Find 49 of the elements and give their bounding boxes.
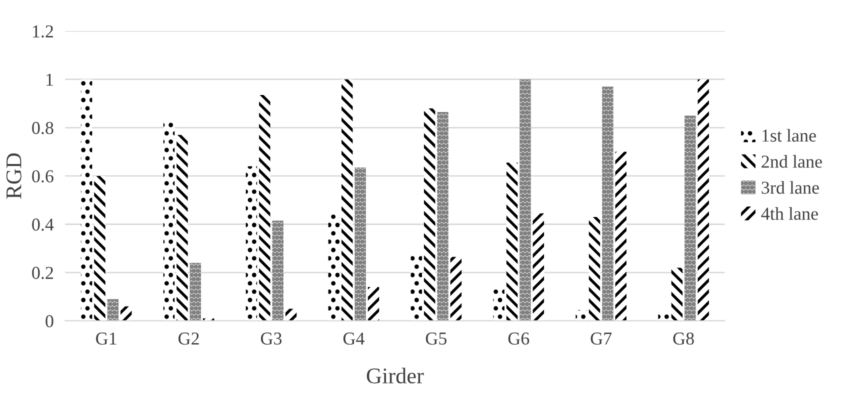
legend-label: 3rd lane bbox=[762, 181, 819, 194]
bar bbox=[80, 79, 92, 321]
legend-label: 1st lane bbox=[762, 129, 816, 142]
y-tick-label: 0.6 bbox=[32, 170, 54, 182]
y-axis-title: RGD bbox=[6, 153, 22, 199]
bar bbox=[671, 268, 683, 321]
bar bbox=[107, 299, 119, 321]
y-tick-label: 1.2 bbox=[33, 25, 53, 38]
x-tick-label: G6 bbox=[508, 332, 530, 345]
bar bbox=[576, 310, 587, 321]
legend-label: 2nd lane bbox=[762, 155, 822, 168]
bar bbox=[615, 152, 626, 321]
x-tick-label: G8 bbox=[673, 332, 694, 345]
y-tick-label: 0.4 bbox=[32, 218, 54, 231]
x-tick-label: G5 bbox=[426, 332, 446, 345]
bar bbox=[246, 166, 258, 321]
bar bbox=[684, 116, 696, 321]
bar bbox=[602, 86, 614, 321]
x-tick-label: G2 bbox=[178, 332, 199, 345]
bar bbox=[285, 308, 297, 321]
y-tick-label: 0 bbox=[46, 315, 54, 328]
bar bbox=[176, 134, 188, 321]
bar bbox=[450, 256, 462, 321]
x-axis-title: Girder bbox=[366, 368, 424, 384]
bar bbox=[437, 112, 448, 321]
bar bbox=[272, 220, 284, 321]
x-tick-label: G3 bbox=[260, 332, 282, 345]
bar bbox=[328, 214, 340, 321]
bar bbox=[120, 306, 132, 321]
x-tick-label: G7 bbox=[590, 332, 612, 345]
y-tick-label: 1 bbox=[46, 74, 53, 86]
x-tick-label: G4 bbox=[343, 332, 364, 345]
bar bbox=[532, 213, 544, 321]
bar bbox=[698, 79, 709, 321]
bar bbox=[410, 256, 422, 321]
bar bbox=[520, 79, 531, 321]
legend-label: 4th lane bbox=[761, 207, 818, 220]
x-tick-label: G1 bbox=[96, 332, 116, 345]
bar bbox=[588, 217, 600, 321]
bar bbox=[259, 95, 270, 321]
bar bbox=[506, 162, 518, 321]
bar bbox=[94, 176, 106, 321]
y-tick-label: 0.8 bbox=[32, 122, 54, 134]
bar bbox=[342, 79, 353, 321]
y-tick-label: 0.2 bbox=[32, 266, 53, 280]
bar bbox=[424, 108, 436, 321]
bar bbox=[368, 287, 380, 321]
bar bbox=[190, 262, 201, 321]
bar bbox=[354, 168, 366, 321]
